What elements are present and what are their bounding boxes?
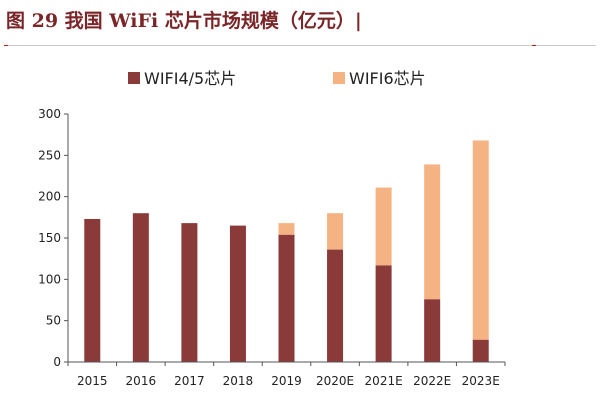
bars-group	[84, 140, 489, 362]
x-tick-label: 2015	[77, 374, 108, 388]
x-tick-label: 2021E	[365, 374, 403, 388]
bar-1-2021E	[375, 265, 392, 362]
y-axis: 0 50 100 150 200 250 300	[38, 107, 69, 369]
bar-1-2022E	[424, 299, 441, 362]
bar-1-2016	[132, 213, 149, 362]
x-tick-label: 2023E	[462, 374, 500, 388]
x-tick-label: 2020E	[316, 374, 354, 388]
bar-1-2018	[229, 225, 246, 362]
x-axis: 2015 2016 2017 2018 2019 2020E 2021E 2022E 2023E	[67, 361, 506, 388]
bar-1-2019	[278, 234, 295, 362]
bar-2-2021E	[375, 187, 392, 266]
bar-2-2022E	[424, 164, 441, 300]
y-tick-label: 200	[38, 190, 61, 204]
x-tick-label: 2019	[271, 374, 302, 388]
bar-1-2017	[181, 223, 198, 362]
bar-1-2020E	[327, 249, 344, 362]
bar-1-2015	[84, 218, 101, 362]
bar-2-2020E	[327, 213, 344, 250]
x-tick-label: 2017	[174, 374, 205, 388]
x-tick-label: 2018	[223, 374, 254, 388]
x-tick-label: 2022E	[413, 374, 451, 388]
y-tick-label: 250	[38, 148, 61, 162]
y-tick-label: 50	[46, 314, 61, 328]
legend: WIFI4/5芯片 WIFI6芯片	[128, 69, 426, 88]
y-tick-label: 300	[38, 107, 61, 121]
legend-label-1: WIFI4/5芯片	[144, 69, 236, 88]
y-tick-label: 100	[38, 272, 61, 286]
right-red-tick	[532, 45, 536, 46]
bar-1-2023E	[472, 339, 489, 362]
title-divider	[4, 45, 596, 46]
left-red-tick	[4, 45, 8, 46]
legend-swatch-2	[333, 72, 345, 84]
bar-2-2019	[278, 223, 295, 235]
chart-title: 图 29 我国 WiFi 芯片市场规模（亿元）|	[6, 10, 362, 32]
bar-2-2023E	[472, 140, 489, 340]
y-tick-label: 0	[53, 355, 61, 369]
x-tick-label: 2016	[126, 374, 157, 388]
legend-label-2: WIFI6芯片	[349, 69, 426, 88]
y-tick-label: 150	[38, 231, 61, 245]
legend-swatch-1	[128, 72, 140, 84]
